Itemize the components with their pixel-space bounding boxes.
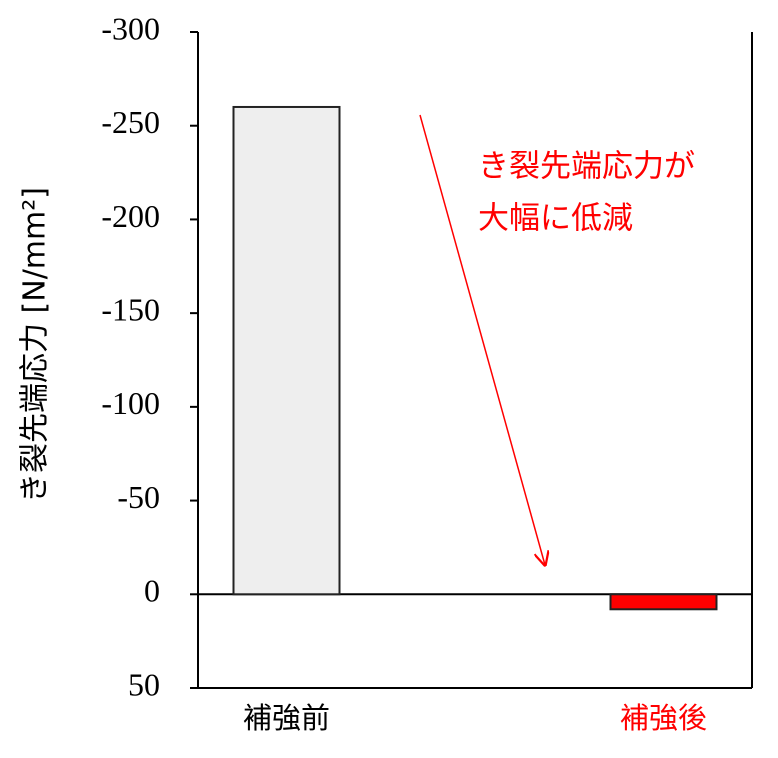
- y-axis-label: き裂先端応力 [N/mm²]: [18, 187, 53, 503]
- y-tick-label: -100: [101, 385, 160, 421]
- y-tick-label: -50: [117, 479, 160, 515]
- arrow: [419, 114, 545, 565]
- y-tick-label: -200: [101, 198, 160, 234]
- annotation: 大幅に低減: [478, 201, 633, 237]
- y-tick-label: 0: [144, 573, 160, 609]
- y-tick-label: 50: [128, 666, 160, 702]
- y-tick-label: -150: [101, 291, 160, 327]
- x-tick-label: 補強後: [620, 701, 707, 735]
- x-tick-label: 補強前: [243, 701, 330, 735]
- annotation: き裂先端応力が: [478, 149, 695, 185]
- y-tick-label: -250: [101, 104, 160, 140]
- y-tick-label: -300: [101, 10, 160, 46]
- bar: [232, 105, 341, 596]
- bar: [609, 593, 718, 611]
